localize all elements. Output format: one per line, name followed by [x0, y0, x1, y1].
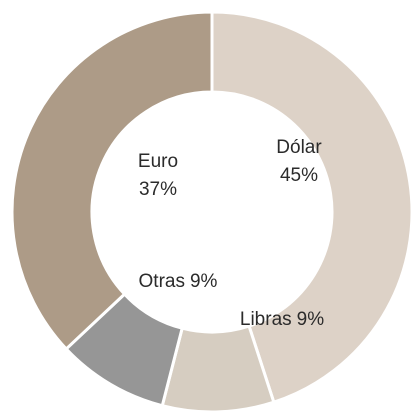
slice-value-label: 37%: [139, 179, 177, 200]
slice-label: Euro: [138, 151, 178, 172]
slice-label: Otras: [139, 271, 185, 292]
slice-value-label: 45%: [280, 165, 318, 186]
donut-slice: [10, 10, 214, 352]
slice-label-group: Otras 9%: [139, 271, 218, 292]
slice-label: Libras: [240, 309, 292, 330]
slice-value-label: 9%: [297, 309, 325, 330]
donut-slice: [210, 10, 412, 405]
slice-value-label: 9%: [190, 271, 218, 292]
slice-label: Dólar: [276, 137, 322, 158]
slice-label-group: Libras 9%: [240, 309, 324, 330]
